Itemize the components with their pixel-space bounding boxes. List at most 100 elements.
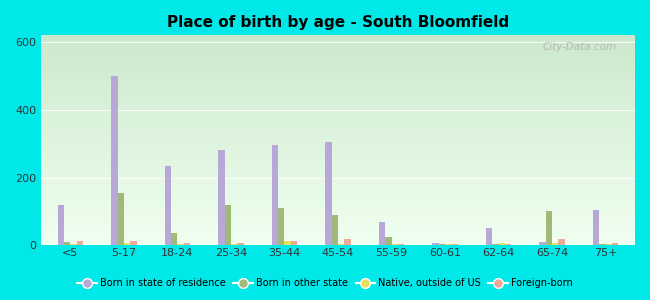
Bar [41, 89, 635, 90]
Bar [41, 100, 635, 101]
Bar [41, 185, 635, 187]
Bar [41, 181, 635, 182]
Bar [41, 99, 635, 101]
Bar [439, 244, 445, 245]
Bar [41, 160, 635, 161]
Bar [41, 110, 635, 111]
Bar [41, 206, 635, 207]
Bar [41, 46, 635, 47]
Bar [41, 84, 635, 85]
Bar [41, 177, 635, 178]
Bar [599, 244, 606, 245]
Bar [41, 55, 635, 56]
Bar [452, 244, 458, 245]
Bar [486, 228, 492, 245]
Bar [231, 244, 237, 245]
Bar [41, 40, 635, 42]
Bar [41, 202, 635, 203]
Bar [41, 159, 635, 160]
Bar [41, 53, 635, 54]
Bar [41, 44, 635, 45]
Bar [41, 132, 635, 133]
Title: Place of birth by age - South Bloomfield: Place of birth by age - South Bloomfield [167, 15, 509, 30]
Bar [41, 147, 635, 148]
Bar [379, 221, 385, 245]
Bar [41, 169, 635, 170]
Bar [41, 205, 635, 206]
Bar [41, 237, 635, 238]
Bar [41, 243, 635, 244]
Bar [285, 241, 291, 245]
Bar [41, 200, 635, 201]
Bar [41, 129, 635, 130]
Bar [41, 154, 635, 155]
Bar [41, 66, 635, 67]
Bar [41, 179, 635, 180]
Bar [41, 50, 635, 51]
Bar [111, 76, 118, 245]
Bar [41, 220, 635, 221]
Bar [41, 149, 635, 150]
Bar [41, 218, 635, 219]
Bar [41, 217, 635, 218]
Bar [338, 244, 344, 245]
Bar [41, 180, 635, 181]
Bar [41, 96, 635, 97]
Bar [41, 145, 635, 146]
Bar [41, 48, 635, 49]
Bar [41, 98, 635, 99]
Bar [41, 158, 635, 159]
Bar [41, 93, 635, 94]
Bar [41, 134, 635, 135]
Bar [41, 199, 635, 200]
Bar [278, 208, 285, 245]
Bar [41, 57, 635, 59]
Bar [41, 207, 635, 208]
Bar [41, 136, 635, 137]
Bar [41, 72, 635, 73]
Bar [41, 82, 635, 84]
Bar [41, 85, 635, 86]
Bar [41, 170, 635, 171]
Bar [41, 137, 635, 138]
Bar [41, 189, 635, 190]
Bar [41, 151, 635, 152]
Bar [41, 78, 635, 80]
Bar [41, 65, 635, 66]
Bar [41, 146, 635, 147]
Bar [41, 143, 635, 145]
Bar [41, 213, 635, 214]
Bar [545, 212, 552, 245]
Bar [41, 140, 635, 141]
Bar [391, 244, 398, 245]
Bar [41, 88, 635, 89]
Bar [41, 95, 635, 96]
Bar [41, 176, 635, 177]
Bar [41, 172, 635, 173]
Bar [41, 191, 635, 192]
Bar [41, 174, 635, 175]
Bar [41, 119, 635, 120]
Bar [41, 114, 635, 115]
Bar [41, 111, 635, 112]
Bar [41, 90, 635, 91]
Bar [41, 209, 635, 211]
Bar [41, 232, 635, 234]
Bar [398, 244, 404, 245]
Bar [41, 54, 635, 55]
Bar [41, 244, 635, 245]
Bar [41, 166, 635, 167]
Bar [41, 188, 635, 189]
Bar [41, 131, 635, 132]
Bar [41, 157, 635, 158]
Bar [41, 51, 635, 52]
Bar [41, 69, 635, 70]
Bar [224, 205, 231, 245]
Bar [445, 244, 452, 245]
Bar [41, 156, 635, 157]
Bar [41, 113, 635, 114]
Bar [41, 45, 635, 46]
Bar [171, 233, 177, 245]
Bar [41, 167, 635, 168]
Bar [41, 178, 635, 179]
